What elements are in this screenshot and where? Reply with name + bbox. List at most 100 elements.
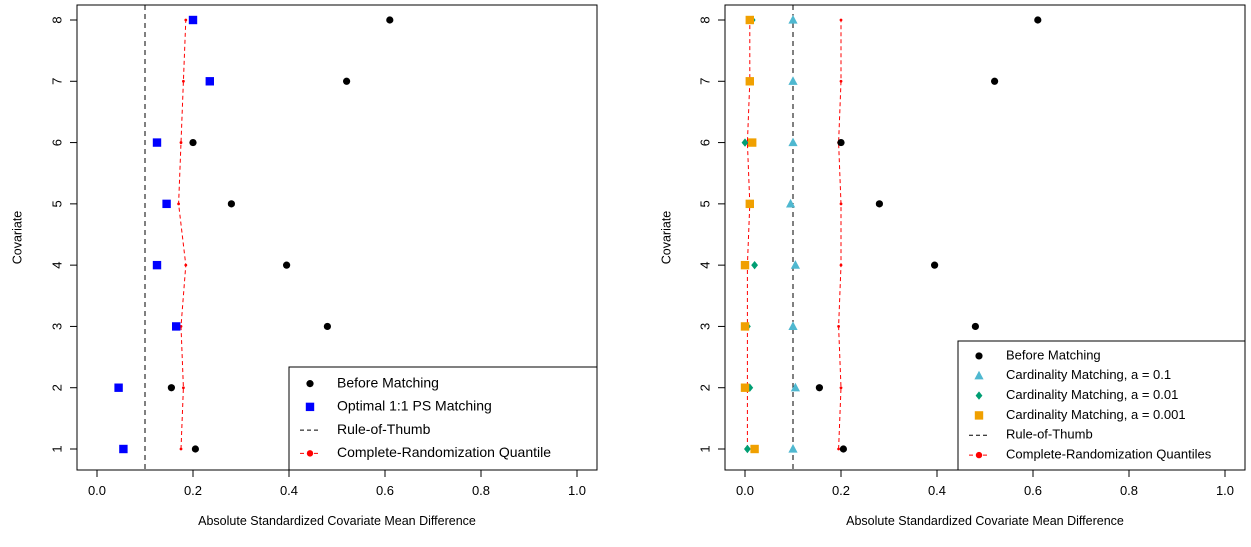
x-tick-label: 0.8 bbox=[472, 483, 490, 498]
x-tick-label: 0.2 bbox=[832, 483, 850, 498]
x-tick-label: 0.8 bbox=[1120, 483, 1138, 498]
y-tick-label: 2 bbox=[697, 384, 712, 391]
legend-swatch bbox=[305, 402, 315, 412]
y-tick-label: 5 bbox=[49, 200, 64, 207]
series-2-point bbox=[788, 321, 798, 331]
series-4-point bbox=[740, 260, 750, 270]
y-tick-label: 3 bbox=[49, 323, 64, 330]
series-2-point bbox=[788, 444, 798, 453]
randomization-quantile-point bbox=[837, 447, 840, 451]
series-2-point bbox=[119, 444, 128, 454]
series-4-point bbox=[745, 15, 754, 25]
series-2-point bbox=[786, 198, 796, 208]
x-tick-label: 0.4 bbox=[928, 483, 946, 498]
legend-item: Before Matching bbox=[975, 347, 1101, 362]
randomization-quantile-line bbox=[746, 20, 751, 449]
x-axis-title: Absolute Standardized Covariate Mean Dif… bbox=[198, 514, 476, 528]
legend-label: Complete-Randomization Quantile bbox=[337, 444, 551, 460]
series-1-point bbox=[191, 445, 199, 453]
y-tick-label: 8 bbox=[697, 16, 712, 23]
series-1-point bbox=[323, 322, 331, 331]
legend-label: Before Matching bbox=[1006, 347, 1101, 362]
series-2-point bbox=[188, 15, 198, 25]
randomization-quantile-point bbox=[184, 18, 188, 22]
series-4-point bbox=[748, 138, 757, 147]
legend-item: Complete-Randomization Quantile bbox=[300, 444, 551, 460]
legend-item: Cardinality Matching, a = 0.001 bbox=[974, 407, 1186, 422]
legend-swatch bbox=[306, 380, 314, 388]
legend-item: Rule-of-Thumb bbox=[969, 427, 1093, 442]
randomization-quantile-point bbox=[839, 79, 843, 83]
chart-panel-1: 0.0 0.2 0.4 0.6 0.8 1.0 1 2 3 4 5 6 7 8 Absolute Stand… bbox=[10, 4, 598, 528]
y-tick-label: 6 bbox=[697, 139, 712, 146]
series-4-point bbox=[740, 383, 750, 392]
legend-label: Cardinality Matching, a = 0.1 bbox=[1006, 367, 1171, 382]
legend-label: Complete-Randomization Quantiles bbox=[1006, 447, 1212, 462]
legend-swatch bbox=[974, 411, 984, 420]
legend-item: Complete-Randomization Quantiles bbox=[969, 447, 1212, 462]
series-1-point bbox=[386, 16, 394, 24]
series-3-point bbox=[751, 260, 758, 270]
legend: Before Matching Cardinality Matching, a =… bbox=[957, 340, 1246, 471]
series-2-point bbox=[788, 137, 798, 147]
legend-label: Rule-of-Thumb bbox=[1006, 427, 1093, 442]
series-1-point bbox=[991, 77, 999, 85]
series-3-point bbox=[741, 138, 749, 147]
series-1-point bbox=[167, 384, 175, 392]
series-3-point bbox=[744, 444, 751, 454]
series-1-point bbox=[815, 384, 824, 392]
legend-item: Rule-of-Thumb bbox=[300, 421, 431, 437]
series-1-point bbox=[1034, 16, 1042, 24]
legend-swatch bbox=[306, 450, 314, 457]
legend-label: Before Matching bbox=[337, 374, 439, 390]
y-tick-label: 6 bbox=[49, 139, 64, 146]
y-tick-label: 4 bbox=[697, 262, 712, 269]
series-1-point bbox=[283, 261, 291, 269]
y-axis-title: Covariate bbox=[659, 211, 673, 265]
series-2-point bbox=[152, 260, 162, 270]
series-2-point bbox=[788, 15, 798, 24]
x-tick-label: 0.6 bbox=[376, 483, 394, 498]
series-1-point bbox=[839, 445, 848, 453]
series-2-point bbox=[790, 260, 800, 269]
series-1-point bbox=[875, 200, 884, 208]
x-tick-label: 1.0 bbox=[1216, 483, 1234, 498]
randomization-quantile-point bbox=[182, 79, 185, 83]
randomization-quantile-point bbox=[182, 386, 185, 390]
series-4-point bbox=[740, 322, 750, 331]
series-4-point bbox=[745, 77, 754, 86]
y-tick-label: 2 bbox=[49, 384, 64, 391]
legend-item: Before Matching bbox=[306, 374, 439, 390]
legend-swatch bbox=[974, 370, 984, 380]
legend-box bbox=[957, 340, 1246, 471]
randomization-quantile-point bbox=[179, 447, 183, 451]
y-tick-label: 1 bbox=[49, 445, 64, 452]
legend-swatch bbox=[975, 352, 983, 360]
randomization-quantile-upper-line bbox=[838, 20, 842, 450]
series-2-point bbox=[790, 382, 800, 392]
x-tick-label: 0.0 bbox=[736, 483, 754, 498]
series-2-point bbox=[162, 199, 171, 209]
series-2-point bbox=[205, 77, 214, 86]
y-tick-label: 7 bbox=[49, 78, 64, 85]
x-axis-title: Absolute Standardized Covariate Mean Dif… bbox=[846, 514, 1124, 528]
series-1-point bbox=[971, 322, 980, 331]
x-tick-label: 0.0 bbox=[88, 483, 106, 498]
legend-label: Optimal 1:1 PS Matching bbox=[337, 398, 492, 414]
series-1-point bbox=[837, 138, 845, 147]
series-2-point bbox=[152, 138, 162, 147]
legend-item: Cardinality Matching, a = 0.1 bbox=[974, 367, 1171, 382]
randomization-quantile-line bbox=[178, 19, 187, 450]
series-2-point bbox=[788, 76, 798, 85]
randomization-quantile-point bbox=[177, 202, 181, 206]
legend-label: Cardinality Matching, a = 0.01 bbox=[1006, 387, 1178, 402]
series-2-point bbox=[172, 322, 181, 331]
y-tick-label: 5 bbox=[697, 200, 712, 207]
randomization-quantile-point bbox=[839, 202, 843, 206]
legend-label: Cardinality Matching, a = 0.001 bbox=[1006, 407, 1186, 422]
x-tick-label: 1.0 bbox=[568, 483, 586, 498]
legend: Before Matching Optimal 1:1 PS Matching Ru… bbox=[288, 366, 598, 471]
chart-panel-2: 0.0 0.2 0.4 0.6 0.8 1.0 1 2 3 4 5 6 7 8 Absolute Stand… bbox=[659, 4, 1246, 528]
